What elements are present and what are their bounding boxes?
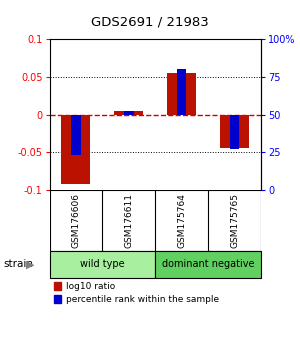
Bar: [61, 114, 91, 184]
Bar: [124, 112, 134, 114]
Bar: [71, 114, 81, 155]
Bar: [50, 251, 155, 278]
Text: strain: strain: [3, 259, 33, 269]
Bar: [167, 73, 196, 114]
Text: GDS2691 / 21983: GDS2691 / 21983: [91, 15, 209, 28]
Text: GSM175764: GSM175764: [177, 193, 186, 248]
Text: ▶: ▶: [26, 259, 34, 269]
Text: GSM176611: GSM176611: [124, 193, 133, 248]
Bar: [155, 251, 261, 278]
Bar: [230, 114, 239, 149]
Text: wild type: wild type: [80, 259, 125, 269]
Text: GSM175765: GSM175765: [230, 193, 239, 248]
Text: dominant negative: dominant negative: [162, 259, 254, 269]
Bar: [220, 114, 249, 148]
Text: GSM176606: GSM176606: [71, 193, 80, 248]
Legend: log10 ratio, percentile rank within the sample: log10 ratio, percentile rank within the …: [54, 282, 219, 304]
Bar: [114, 111, 143, 114]
Bar: [177, 69, 186, 114]
